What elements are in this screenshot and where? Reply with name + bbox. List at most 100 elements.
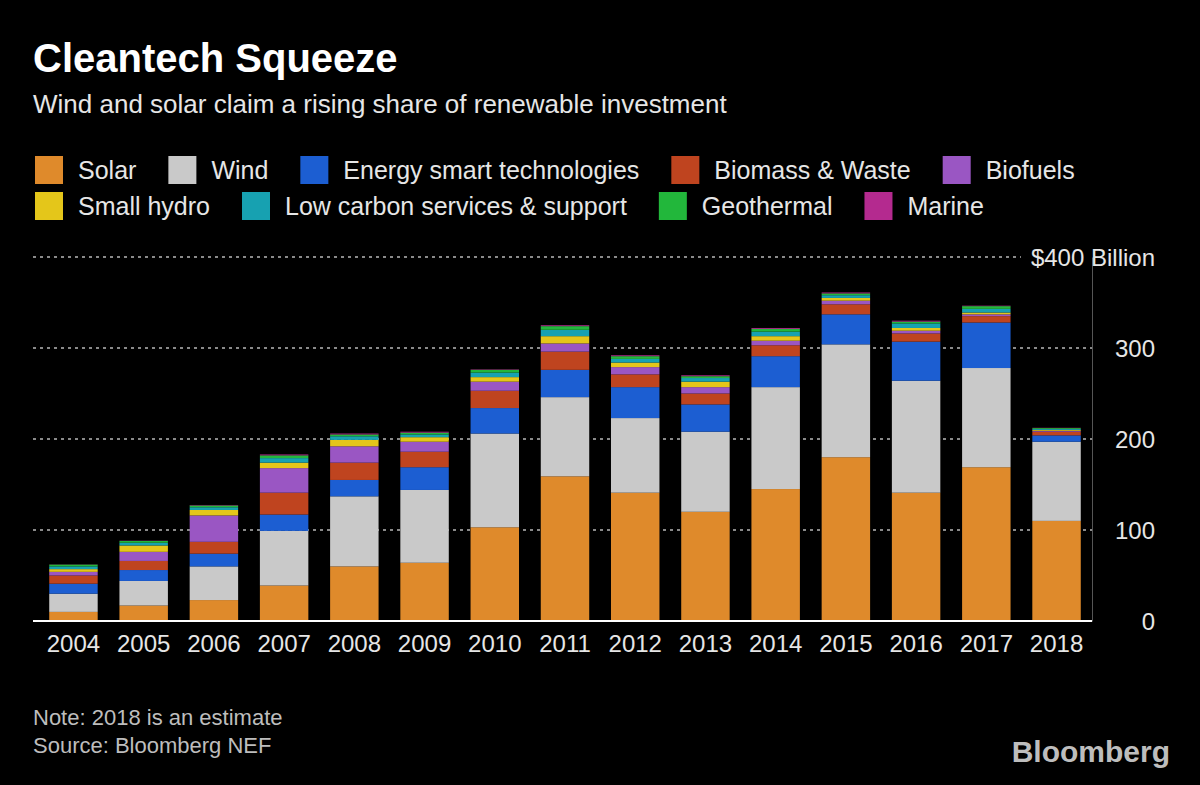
x-tick: 2011 [539, 621, 591, 657]
x-tick: 2007 [257, 621, 310, 657]
series [49, 292, 1081, 564]
series [49, 314, 1081, 593]
bar-segment [892, 322, 940, 324]
series [49, 304, 1081, 583]
legend-label: Solar [78, 156, 136, 184]
x-tick: 2018 [1030, 621, 1083, 657]
bar-segment [49, 576, 97, 584]
y-axis-line [1092, 258, 1093, 622]
bar-segment [892, 493, 940, 621]
bar-segment [611, 363, 659, 368]
x-tick: 2013 [679, 621, 732, 657]
bar-segment [400, 563, 448, 621]
legend-swatch [168, 156, 196, 184]
bar-segment [1032, 428, 1080, 430]
x-tick-label: 2016 [889, 630, 942, 657]
bar-segment [681, 378, 729, 382]
bar-segment [751, 356, 799, 387]
y-tick-label: 0 [1142, 608, 1155, 635]
bar-segment [400, 452, 448, 467]
bar-segment [400, 434, 448, 437]
bar-segment [119, 540, 167, 541]
bar-segment [611, 374, 659, 387]
legend-label: Wind [211, 156, 268, 184]
bar-segment [681, 387, 729, 393]
x-tick-label: 2015 [819, 630, 872, 657]
bar-segment [611, 367, 659, 374]
bar-segment [681, 432, 729, 512]
series [49, 344, 1081, 612]
x-axis-line [33, 620, 1092, 622]
bar-segment [541, 397, 589, 476]
bar-segment [190, 505, 238, 507]
bar-segment [962, 309, 1010, 313]
legend-label: Biofuels [986, 156, 1075, 184]
x-tick: 2016 [889, 621, 942, 657]
bar-segment [471, 382, 519, 391]
legend-item: Solar [35, 156, 136, 184]
bar-segment [190, 542, 238, 554]
bar-segment [400, 437, 448, 442]
bar-segment [330, 496, 378, 566]
legend-item: Small hydro [35, 192, 210, 220]
bar-segment [1032, 430, 1080, 432]
bar-segment [751, 329, 799, 332]
bar-segment [751, 327, 799, 329]
bar-segment [1032, 435, 1080, 441]
bar-segment [330, 436, 378, 440]
bar-segment [330, 440, 378, 446]
bar-segment [611, 493, 659, 621]
title: Cleantech Squeeze [33, 36, 398, 80]
bar-segment [822, 457, 870, 621]
bar-segment [471, 373, 519, 378]
x-tick-label: 2007 [257, 630, 310, 657]
bar-segment [190, 566, 238, 600]
bar-segment [541, 352, 589, 370]
bar-segment [49, 612, 97, 621]
background [0, 0, 1200, 785]
bar-segment [471, 408, 519, 433]
bar-segment [49, 564, 97, 565]
bar-segment [260, 586, 308, 621]
bar-segment [260, 531, 308, 586]
series [49, 295, 1081, 569]
legend-swatch [35, 192, 63, 220]
legend-swatch [659, 192, 687, 220]
bar-segment [962, 305, 1010, 306]
bar-segment [260, 493, 308, 515]
x-tick-label: 2017 [960, 630, 1013, 657]
bar-segment [330, 480, 378, 496]
bar-segment [541, 325, 589, 327]
bar-segment [260, 458, 308, 463]
legend-swatch [864, 192, 892, 220]
bar-segment [822, 344, 870, 457]
bar-segment [611, 359, 659, 363]
bar-segment [681, 376, 729, 378]
bar-segment [190, 515, 238, 541]
bar-segment [751, 332, 799, 337]
bar-segment [1032, 429, 1080, 431]
subtitle: Wind and solar claim a rising share of r… [33, 89, 727, 119]
bar-segment [611, 356, 659, 359]
x-tick: 2012 [609, 621, 662, 657]
x-tick: 2006 [187, 621, 240, 657]
x-tick-label: 2004 [47, 630, 100, 657]
bar-segment [119, 552, 167, 561]
y-tick: 200 [1092, 426, 1155, 453]
bar-segment [1032, 442, 1080, 521]
bar-segment [611, 355, 659, 357]
legend-item: Low carbon services & support [242, 192, 627, 220]
legend-label: Low carbon services & support [285, 192, 627, 220]
bar-segment [400, 490, 448, 563]
bar-segment [822, 292, 870, 294]
x-tick: 2009 [398, 621, 451, 657]
bar-segment [190, 554, 238, 567]
bar-segment [541, 336, 589, 343]
legend-label: Marine [907, 192, 983, 220]
x-tick-label: 2005 [117, 630, 170, 657]
bar-segment [190, 510, 238, 515]
bar-segment [190, 507, 238, 510]
bar-segment [330, 434, 378, 436]
bar-segment [822, 295, 870, 298]
bar-segment [681, 375, 729, 377]
